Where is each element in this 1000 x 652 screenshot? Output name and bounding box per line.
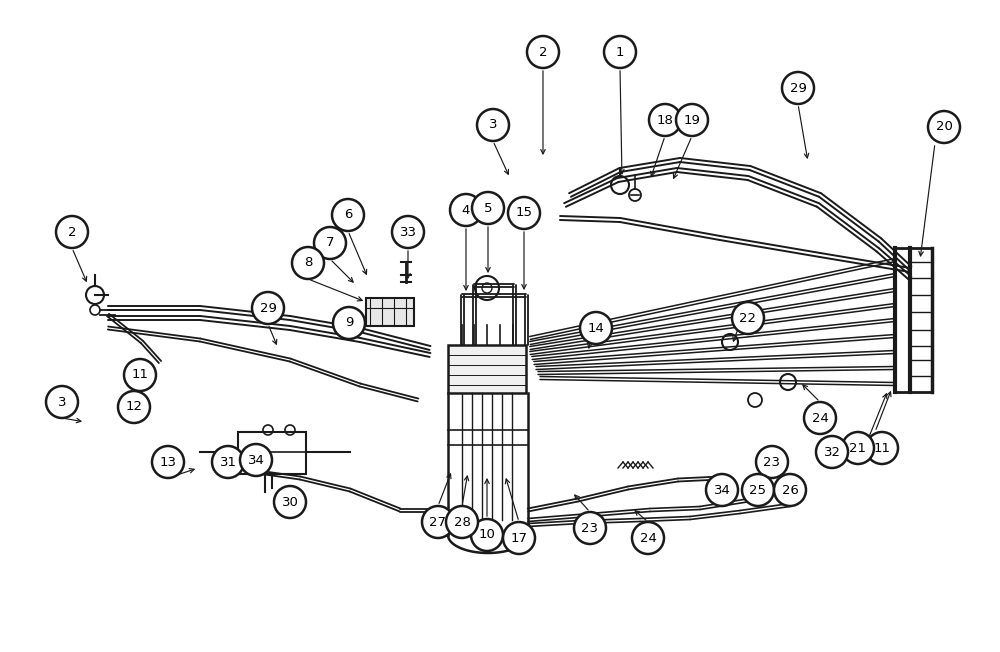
Text: 3: 3	[58, 396, 66, 409]
Text: 6: 6	[344, 209, 352, 222]
Text: 13: 13	[160, 456, 176, 469]
Text: 24: 24	[812, 411, 828, 424]
Text: 17: 17	[511, 531, 528, 544]
Circle shape	[649, 104, 681, 136]
Circle shape	[756, 446, 788, 478]
Text: 10: 10	[479, 529, 495, 542]
Circle shape	[124, 359, 156, 391]
Text: 1: 1	[616, 46, 624, 59]
Circle shape	[118, 391, 150, 423]
Circle shape	[503, 522, 535, 554]
Text: 9: 9	[345, 316, 353, 329]
Circle shape	[446, 506, 478, 538]
Circle shape	[240, 444, 272, 476]
Circle shape	[392, 216, 424, 248]
Text: 3: 3	[489, 119, 497, 132]
Text: 34: 34	[714, 484, 730, 497]
Bar	[238, 432, 306, 474]
Circle shape	[471, 519, 503, 551]
Circle shape	[804, 402, 836, 434]
Circle shape	[274, 486, 306, 518]
Circle shape	[56, 216, 88, 248]
Text: 21: 21	[850, 441, 866, 454]
Circle shape	[292, 247, 324, 279]
Text: 26: 26	[782, 484, 798, 497]
Text: 32: 32	[824, 445, 840, 458]
Text: 31: 31	[220, 456, 237, 469]
Circle shape	[574, 512, 606, 544]
Circle shape	[252, 292, 284, 324]
Circle shape	[580, 312, 612, 344]
Text: 29: 29	[790, 82, 806, 95]
Text: 2: 2	[68, 226, 76, 239]
Text: 20: 20	[936, 121, 952, 134]
Text: 18: 18	[657, 113, 673, 126]
Circle shape	[782, 72, 814, 104]
Circle shape	[508, 197, 540, 229]
Text: 34: 34	[248, 454, 264, 466]
Text: 30: 30	[282, 496, 298, 509]
Text: 23: 23	[582, 522, 598, 535]
Circle shape	[477, 109, 509, 141]
Bar	[448, 345, 526, 393]
Circle shape	[46, 386, 78, 418]
Text: 11: 11	[874, 441, 891, 454]
Circle shape	[676, 104, 708, 136]
Circle shape	[422, 506, 454, 538]
Circle shape	[333, 307, 365, 339]
Text: 12: 12	[126, 400, 143, 413]
Text: 29: 29	[260, 301, 276, 314]
Circle shape	[866, 432, 898, 464]
Text: 27: 27	[430, 516, 446, 529]
Circle shape	[774, 474, 806, 506]
Circle shape	[152, 446, 184, 478]
Circle shape	[928, 111, 960, 143]
Text: 7: 7	[326, 237, 334, 250]
Circle shape	[816, 436, 848, 468]
Text: 25: 25	[750, 484, 767, 497]
Text: 24: 24	[640, 531, 656, 544]
Circle shape	[450, 194, 482, 226]
Circle shape	[632, 522, 664, 554]
Circle shape	[604, 36, 636, 68]
Text: 11: 11	[132, 368, 148, 381]
Text: 2: 2	[539, 46, 547, 59]
Text: 4: 4	[462, 203, 470, 216]
Circle shape	[314, 227, 346, 259]
Text: 14: 14	[588, 321, 604, 334]
Circle shape	[706, 474, 738, 506]
Bar	[366, 298, 414, 326]
Circle shape	[842, 432, 874, 464]
Circle shape	[527, 36, 559, 68]
Circle shape	[332, 199, 364, 231]
Text: 22: 22	[740, 312, 757, 325]
Circle shape	[212, 446, 244, 478]
Text: 15: 15	[516, 207, 532, 220]
Text: 8: 8	[304, 256, 312, 269]
Circle shape	[472, 192, 504, 224]
Text: 33: 33	[400, 226, 416, 239]
Circle shape	[732, 302, 764, 334]
Text: 5: 5	[484, 201, 492, 215]
Text: 28: 28	[454, 516, 470, 529]
Text: 19: 19	[684, 113, 700, 126]
Text: 23: 23	[764, 456, 780, 469]
Circle shape	[742, 474, 774, 506]
